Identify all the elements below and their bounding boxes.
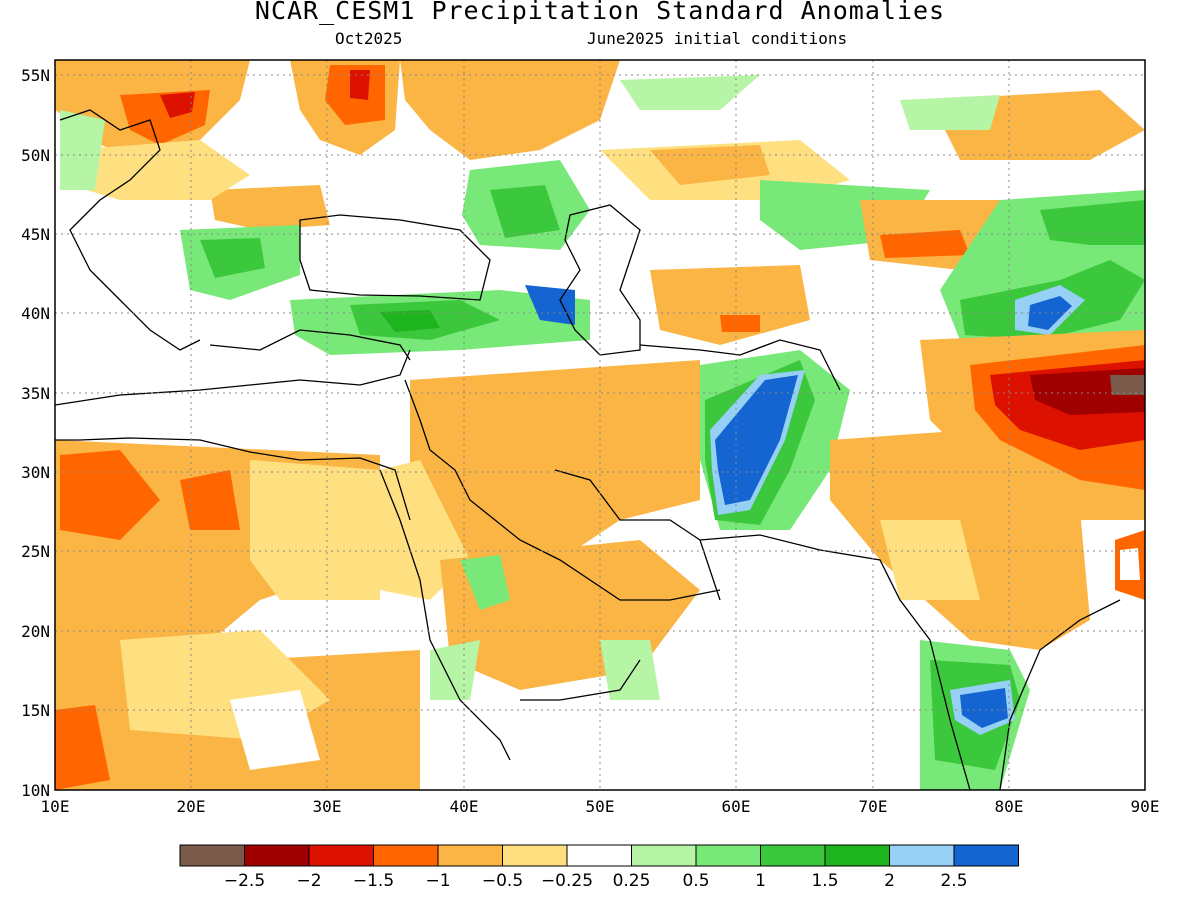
- lead-month: Oct2025: [335, 29, 403, 48]
- graticule: [55, 60, 1145, 790]
- anomaly-region: [880, 230, 970, 258]
- anomaly-region: [715, 375, 798, 505]
- colorbar-swatch: [760, 844, 826, 867]
- anomaly-region: [400, 60, 620, 160]
- anomaly-region: [380, 310, 440, 332]
- lon-tick-label: 20E: [177, 797, 206, 816]
- lat-tick-label: 35N: [21, 384, 50, 403]
- anomaly-region: [960, 688, 1008, 728]
- lon-axis: 10E 20E 30E 40E 50E 60E 70E 80E 90E: [41, 797, 1160, 816]
- init-conditions: June2025 initial conditions: [587, 29, 848, 48]
- lon-tick-label: 70E: [859, 797, 888, 816]
- anomaly-region: [160, 92, 195, 118]
- colorbar-label: −0.5: [482, 871, 523, 891]
- colorbar-swatch: [437, 844, 503, 867]
- anomaly-region: [1028, 296, 1072, 330]
- colorbar-swatch: [308, 844, 374, 867]
- colorbar-swatch: [889, 844, 955, 867]
- lon-tick-label: 50E: [586, 797, 615, 816]
- lat-axis: 55N 50N 45N 40N 35N 30N 25N 20N 15N 10N: [21, 66, 50, 800]
- anomaly-region: [1110, 375, 1145, 395]
- colorbar-label: 2.5: [940, 871, 967, 891]
- colorbar-swatch: [631, 844, 697, 867]
- coastlines: [55, 109, 1121, 790]
- colorbar-label: −0.25: [541, 871, 593, 891]
- caspian-sea: [559, 204, 641, 356]
- anomaly-region: [180, 470, 240, 530]
- anomaly-region: [490, 185, 560, 238]
- lat-tick-label: 50N: [21, 146, 50, 165]
- lat-tick-label: 10N: [21, 781, 50, 800]
- anomaly-region: [230, 690, 320, 770]
- black-sea: [299, 214, 491, 301]
- lat-tick-label: 15N: [21, 701, 50, 720]
- anomaly-field: [55, 60, 1145, 790]
- anomaly-region: [200, 238, 265, 278]
- anomaly-region: [880, 520, 980, 600]
- anomaly-region: [250, 460, 380, 600]
- lat-tick-label: 55N: [21, 66, 50, 85]
- lat-tick-label: 25N: [21, 542, 50, 561]
- colorbar-swatch: [244, 844, 310, 867]
- lon-tick-label: 80E: [995, 797, 1024, 816]
- colorbar-swatch: [179, 844, 245, 867]
- colorbar-swatch: [953, 844, 1019, 867]
- anomaly-region: [430, 640, 480, 700]
- colorbar-label: 0.25: [613, 871, 651, 891]
- anomaly-region: [460, 555, 510, 610]
- lon-tick-label: 10E: [41, 797, 70, 816]
- anomaly-region: [650, 265, 810, 345]
- map-frame: [54, 59, 1146, 791]
- colorbar-label: 1.5: [811, 871, 838, 891]
- anomaly-region: [400, 360, 700, 560]
- colorbar-label: −1: [425, 871, 450, 891]
- chart-title: NCAR_CESM1 Precipitation Standard Anomal…: [254, 0, 946, 25]
- colorbar: −2.5 −2 −1.5 −1 −0.5 −0.25 0.25 0.5 1 1.5 2 2.5: [179, 844, 1019, 891]
- colorbar-label: 2: [884, 871, 895, 891]
- anomaly-region: [55, 705, 110, 790]
- lon-tick-label: 90E: [1131, 797, 1160, 816]
- lon-tick-label: 60E: [722, 797, 751, 816]
- colorbar-label: 0.5: [682, 871, 709, 891]
- lon-tick-label: 40E: [450, 797, 479, 816]
- lat-tick-label: 45N: [21, 225, 50, 244]
- colorbar-swatch: [502, 844, 568, 867]
- colorbar-label: 1: [755, 871, 766, 891]
- lat-tick-label: 30N: [21, 463, 50, 482]
- colorbar-label: −2.5: [224, 871, 265, 891]
- lat-tick-label: 40N: [21, 304, 50, 323]
- anomaly-region: [210, 185, 330, 230]
- colorbar-swatch: [373, 844, 439, 867]
- anomaly-region: [900, 95, 1000, 130]
- anomaly-region: [600, 640, 660, 700]
- anomaly-region: [350, 70, 370, 100]
- colorbar-label: −2: [296, 871, 321, 891]
- anomaly-region: [525, 285, 575, 325]
- lat-tick-label: 20N: [21, 622, 50, 641]
- lon-tick-label: 30E: [313, 797, 342, 816]
- anomaly-region: [620, 75, 760, 110]
- colorbar-swatch: [695, 844, 761, 867]
- colorbar-swatch: [824, 844, 890, 867]
- colorbar-swatch: [566, 844, 632, 867]
- anomaly-region: [60, 110, 105, 190]
- anomaly-region: [720, 315, 760, 332]
- anomaly-region: [1120, 548, 1140, 580]
- colorbar-label: −1.5: [353, 871, 394, 891]
